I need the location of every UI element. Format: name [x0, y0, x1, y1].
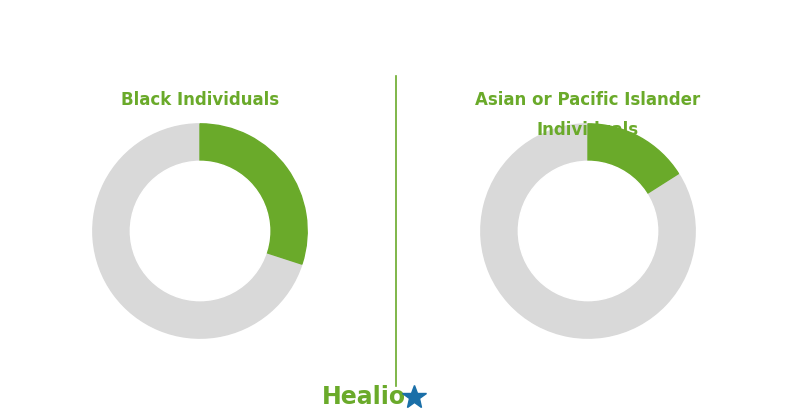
Text: Percentage increase in suicide rate between 2014 and 2019:: Percentage increase in suicide rate betw… — [42, 28, 758, 48]
Text: Black Individuals: Black Individuals — [121, 91, 279, 109]
Circle shape — [518, 161, 658, 301]
Text: Healio: Healio — [322, 385, 406, 409]
Wedge shape — [481, 124, 695, 338]
Text: Asian or Pacific Islander: Asian or Pacific Islander — [475, 91, 701, 109]
Text: 16: 16 — [522, 210, 579, 252]
Text: %: % — [597, 202, 619, 222]
Text: %: % — [209, 202, 231, 222]
Wedge shape — [93, 124, 302, 338]
Circle shape — [130, 161, 270, 301]
Wedge shape — [588, 124, 678, 194]
Wedge shape — [200, 124, 307, 264]
Text: Individuals: Individuals — [537, 121, 639, 139]
Text: 30: 30 — [134, 210, 191, 252]
